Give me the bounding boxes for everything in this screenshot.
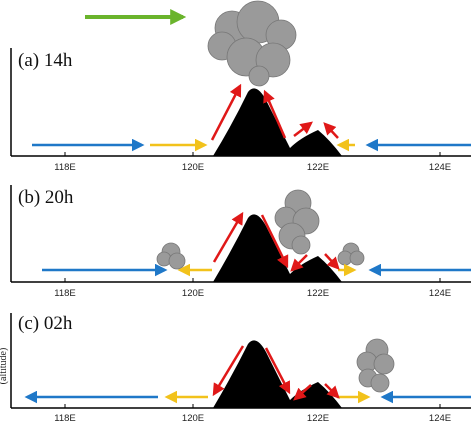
panel-c-tick-120e: 120E: [182, 413, 204, 422]
panel-c-title: (c) 02h: [18, 313, 73, 334]
panel-c-side-label: (altitude): [0, 348, 9, 385]
panel-b-tick-118e: 118E: [54, 288, 75, 299]
panel-a-upslope-small-east: [323, 122, 339, 139]
panel-b-upslope-east: [260, 214, 289, 269]
panel-a-title: (a) 14h: [18, 50, 73, 71]
panel-a-tick-118e: 118E: [54, 162, 75, 173]
panel-b-mountain: [213, 214, 342, 282]
panel-b-upslope-small-west: [290, 254, 308, 272]
panel-b-cloud-east: [337, 242, 365, 266]
panel-c-downslope-east: [264, 347, 291, 395]
panel-c: (c) 02h (altitude) 118E 120E 122E 124E: [0, 313, 471, 422]
panel-c-cloud: [356, 338, 395, 393]
panel-b-tick-122e: 122E: [307, 288, 329, 299]
panel-c-tick-122e: 122E: [307, 413, 329, 422]
panel-b-tick-120e: 120E: [182, 288, 204, 299]
panel-b-cloud-west: [156, 242, 186, 270]
panel-a-tick-124e: 124E: [429, 162, 451, 173]
panel-c-tick-118e: 118E: [54, 413, 75, 422]
panel-b-title: (b) 20h: [18, 187, 74, 208]
panel-a-tick-120e: 120E: [182, 162, 204, 173]
panel-a-tick-122e: 122E: [307, 162, 329, 173]
panel-c-downslope-west: [212, 345, 245, 397]
panel-c-downslope-small-east: [324, 383, 340, 399]
panel-b-cloud-main: [274, 189, 320, 255]
panel-a-mountain: [213, 88, 342, 156]
panel-b-upslope-west: [212, 211, 244, 263]
panel-c-tick-124e: 124E: [429, 413, 451, 422]
panel-a-upslope-west: [210, 83, 242, 141]
panel-b-tick-124e: 124E: [429, 288, 451, 299]
panel-b: (b) 20h 118E 120E 122E 124E: [10, 185, 471, 299]
panel-a-upslope-small-west: [293, 121, 313, 137]
panel-a-upslope-east: [263, 89, 287, 139]
panel-c-mountain: [213, 340, 342, 408]
panel-b-upslope-small-east: [324, 253, 340, 270]
panel-a-cloud: [207, 0, 297, 87]
panel-c-downslope-small-west: [293, 384, 312, 401]
panel-a: (a) 14h 118E 120E 122E 124E: [10, 0, 471, 173]
